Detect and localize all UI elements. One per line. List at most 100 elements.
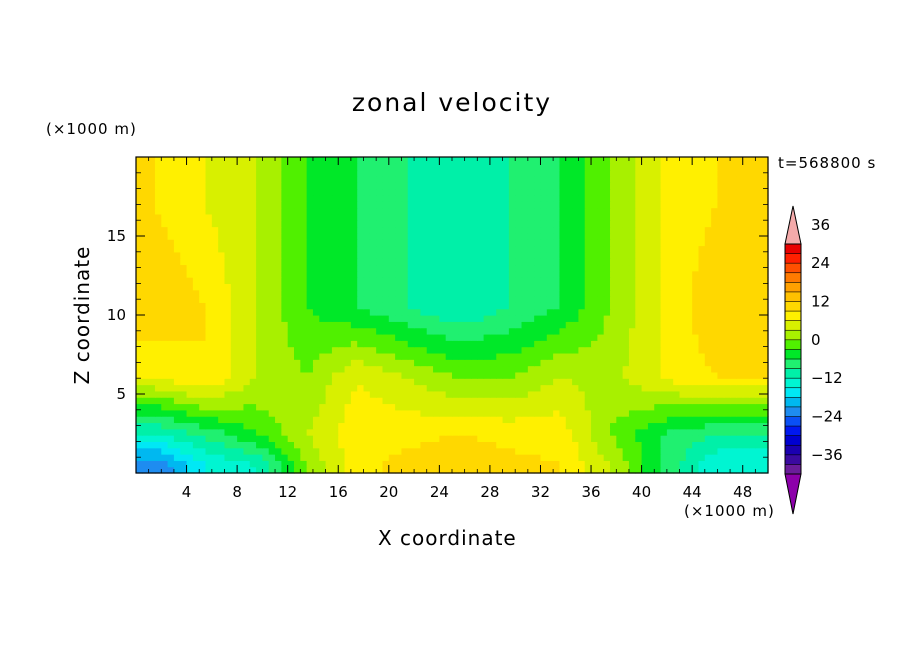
contour-cell bbox=[641, 270, 649, 278]
contour-cell bbox=[426, 289, 434, 297]
contour-cell bbox=[300, 454, 308, 461]
contour-cell bbox=[597, 441, 605, 449]
contour-cell bbox=[521, 157, 529, 164]
contour-cell bbox=[275, 371, 282, 379]
contour-cell bbox=[262, 352, 270, 360]
contour-cell bbox=[723, 232, 731, 240]
contour-cell bbox=[218, 302, 226, 310]
contour-cell bbox=[306, 264, 314, 272]
contour-cell bbox=[237, 441, 245, 449]
contour-cell bbox=[205, 409, 213, 417]
contour-cell bbox=[603, 175, 611, 183]
contour-cell bbox=[167, 201, 175, 209]
contour-cell bbox=[325, 327, 333, 335]
contour-cell bbox=[275, 239, 282, 247]
contour-cell bbox=[262, 384, 270, 392]
contour-cell bbox=[736, 454, 744, 461]
contour-cell bbox=[312, 213, 320, 221]
contour-cell bbox=[338, 397, 346, 405]
contour-cell bbox=[622, 258, 630, 266]
contour-cell bbox=[610, 277, 617, 284]
contour-cell bbox=[256, 441, 263, 449]
contour-cell bbox=[508, 390, 516, 398]
contour-cell bbox=[439, 441, 447, 449]
contour-cell bbox=[161, 308, 169, 316]
contour-cell bbox=[211, 416, 219, 424]
contour-cell bbox=[230, 384, 238, 392]
contour-cell bbox=[395, 378, 403, 386]
contour-cell bbox=[294, 416, 301, 424]
contour-cell bbox=[414, 327, 421, 335]
contour-cell bbox=[167, 346, 175, 354]
contour-cell bbox=[673, 213, 681, 221]
contour-cell bbox=[294, 207, 301, 215]
contour-cell bbox=[407, 245, 415, 253]
contour-cell bbox=[458, 315, 466, 322]
contour-cell bbox=[711, 454, 719, 461]
contour-cell bbox=[256, 359, 263, 367]
contour-cell bbox=[319, 333, 327, 341]
contour-cell bbox=[502, 182, 510, 190]
contour-cell bbox=[540, 182, 548, 190]
contour-cell bbox=[704, 352, 712, 360]
contour-cell bbox=[616, 340, 624, 348]
contour-cell bbox=[749, 220, 756, 228]
contour-cell bbox=[679, 460, 687, 468]
contour-cell bbox=[458, 422, 466, 430]
contour-cell bbox=[211, 428, 219, 436]
contour-cell bbox=[256, 333, 263, 341]
contour-cell bbox=[186, 194, 194, 202]
contour-cell bbox=[350, 384, 358, 392]
contour-cell bbox=[262, 283, 270, 291]
contour-cell bbox=[483, 188, 491, 196]
contour-cell bbox=[515, 371, 523, 379]
contour-cell bbox=[186, 416, 194, 424]
contour-cell bbox=[622, 428, 630, 436]
contour-cell bbox=[262, 447, 270, 455]
contour-cell bbox=[211, 283, 219, 291]
contour-cell bbox=[749, 327, 756, 335]
contour-cell bbox=[306, 340, 314, 348]
contour-cell bbox=[496, 447, 504, 455]
contour-cell bbox=[319, 422, 327, 430]
contour-cell bbox=[591, 308, 598, 316]
contour-cell bbox=[502, 441, 510, 449]
contour-cell bbox=[312, 194, 320, 202]
contour-cell bbox=[224, 226, 232, 234]
contour-cell bbox=[477, 163, 485, 171]
contour-cell bbox=[496, 340, 504, 348]
y-axis-unit: (×1000 m) bbox=[46, 120, 137, 138]
contour-cell bbox=[508, 321, 516, 329]
contour-cell bbox=[211, 207, 219, 215]
contour-cell bbox=[761, 409, 769, 417]
contour-cell bbox=[755, 359, 763, 367]
contour-cell bbox=[388, 359, 396, 367]
contour-cell bbox=[154, 296, 162, 303]
contour-cell bbox=[401, 460, 409, 468]
contour-cell bbox=[249, 409, 257, 417]
contour-cell bbox=[572, 428, 579, 436]
contour-cell bbox=[395, 441, 403, 449]
contour-cell bbox=[237, 283, 245, 291]
contour-cell bbox=[616, 460, 624, 468]
contour-cell bbox=[736, 175, 744, 183]
contour-cell bbox=[338, 213, 346, 221]
contour-cell bbox=[433, 346, 440, 354]
contour-cell bbox=[294, 327, 301, 335]
contour-cell bbox=[717, 378, 725, 386]
contour-cell bbox=[167, 428, 175, 436]
contour-cell bbox=[660, 365, 668, 373]
contour-cell bbox=[622, 454, 630, 461]
contour-cell bbox=[344, 321, 352, 329]
contour-cell bbox=[477, 157, 485, 164]
contour-cell bbox=[243, 245, 251, 253]
contour-cell bbox=[376, 460, 384, 468]
contour-cell bbox=[230, 359, 238, 367]
contour-cell bbox=[161, 333, 169, 341]
contour-cell bbox=[173, 232, 181, 240]
contour-cell bbox=[597, 188, 605, 196]
contour-cell bbox=[553, 194, 561, 202]
contour-cell bbox=[635, 416, 643, 424]
contour-cell bbox=[584, 315, 592, 322]
contour-cell bbox=[749, 201, 756, 209]
